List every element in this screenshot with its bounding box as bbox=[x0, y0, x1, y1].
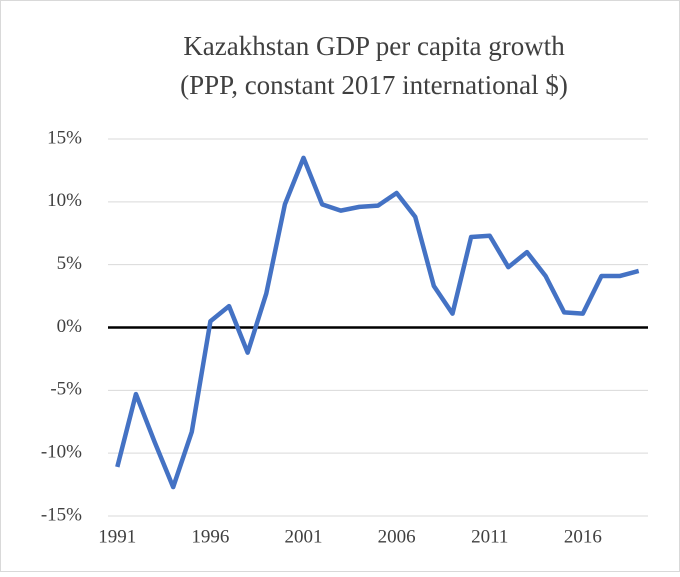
y-tick-label: 5% bbox=[57, 253, 83, 274]
y-tick-label: -15% bbox=[41, 504, 82, 525]
chart-title: (PPP, constant 2017 international $) bbox=[180, 70, 568, 100]
x-tick-label: 2001 bbox=[285, 526, 323, 547]
x-tick-label: 1996 bbox=[191, 526, 229, 547]
data-line bbox=[115, 155, 640, 490]
y-tick-label: -5% bbox=[50, 379, 82, 400]
y-tick-label: 10% bbox=[47, 190, 82, 211]
chart-title: Kazakhstan GDP per capita growth bbox=[183, 31, 565, 61]
x-tick-label: 2006 bbox=[378, 526, 416, 547]
y-tick-label: 15% bbox=[47, 127, 82, 148]
x-tick-label: 2016 bbox=[564, 526, 602, 547]
x-tick-label: 2011 bbox=[471, 526, 508, 547]
x-tick-label: 1991 bbox=[98, 526, 136, 547]
y-tick-label: 0% bbox=[57, 316, 83, 337]
y-tick-label: -10% bbox=[41, 442, 82, 463]
